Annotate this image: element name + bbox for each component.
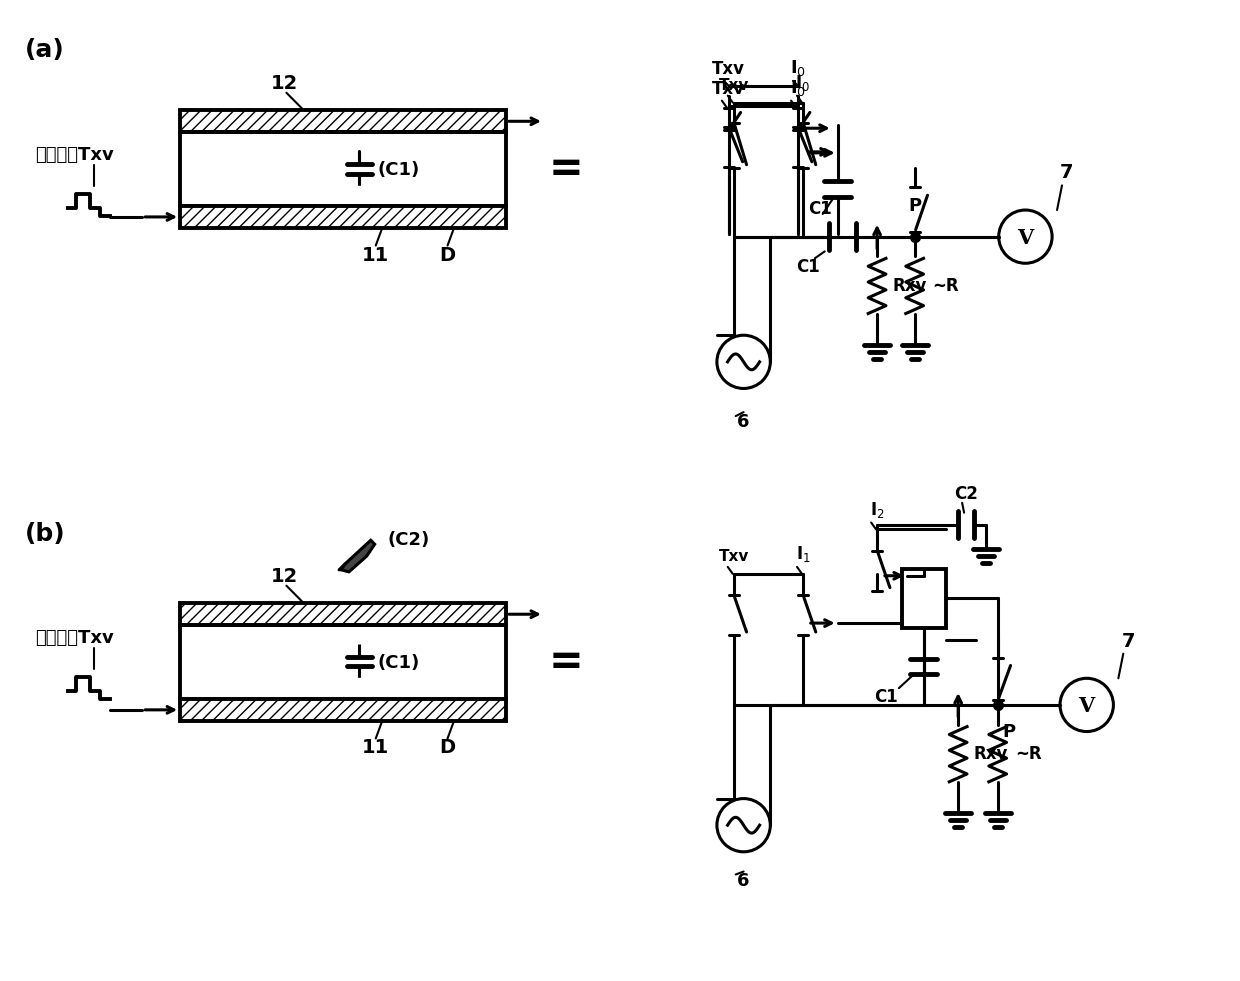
Bar bbox=[180, 603, 506, 625]
Text: Rxv: Rxv bbox=[893, 277, 928, 295]
Text: 驱动信号Txv: 驱动信号Txv bbox=[35, 629, 113, 646]
Bar bbox=[180, 625, 506, 699]
Text: (C1): (C1) bbox=[377, 653, 419, 672]
Text: Txv: Txv bbox=[718, 77, 749, 93]
Text: 11: 11 bbox=[362, 739, 389, 757]
Text: =: = bbox=[548, 147, 583, 189]
Polygon shape bbox=[341, 541, 374, 572]
Bar bbox=[180, 699, 506, 721]
Bar bbox=[180, 132, 506, 206]
Text: (b): (b) bbox=[25, 522, 66, 545]
Text: C1: C1 bbox=[874, 688, 898, 706]
Bar bbox=[180, 111, 506, 132]
Text: 7: 7 bbox=[1060, 164, 1074, 182]
Bar bbox=[901, 569, 946, 628]
Text: Txv: Txv bbox=[718, 549, 749, 564]
Bar bbox=[180, 206, 506, 228]
Text: Rxv: Rxv bbox=[973, 746, 1008, 763]
Text: Txv: Txv bbox=[712, 79, 745, 98]
Text: I$_1$: I$_1$ bbox=[796, 543, 810, 564]
Text: =: = bbox=[548, 641, 583, 683]
Text: C1: C1 bbox=[808, 200, 832, 218]
Text: C2: C2 bbox=[954, 485, 978, 503]
Text: I$_0$: I$_0$ bbox=[795, 73, 811, 93]
Text: 驱动信号Txv: 驱动信号Txv bbox=[35, 146, 113, 164]
Text: 6: 6 bbox=[738, 413, 750, 431]
Text: 7: 7 bbox=[1121, 632, 1135, 650]
Text: ~R: ~R bbox=[1016, 746, 1042, 763]
Text: (a): (a) bbox=[25, 38, 64, 63]
Text: D: D bbox=[439, 245, 455, 265]
Text: 11: 11 bbox=[362, 245, 389, 265]
Text: 12: 12 bbox=[270, 567, 298, 586]
Text: (C1): (C1) bbox=[377, 161, 419, 179]
Text: I$_0$: I$_0$ bbox=[790, 77, 806, 98]
Text: V: V bbox=[1079, 696, 1095, 716]
Text: Txv: Txv bbox=[712, 60, 745, 77]
Text: 6: 6 bbox=[738, 871, 750, 890]
Text: C1: C1 bbox=[796, 258, 820, 277]
Text: P: P bbox=[1003, 723, 1016, 741]
Text: I$_2$: I$_2$ bbox=[869, 499, 884, 520]
Text: 12: 12 bbox=[270, 74, 298, 93]
Text: P: P bbox=[908, 197, 921, 215]
Text: I$_0$: I$_0$ bbox=[790, 58, 806, 77]
Text: D: D bbox=[439, 739, 455, 757]
Text: (C2): (C2) bbox=[388, 532, 430, 549]
Text: V: V bbox=[1017, 228, 1033, 247]
Text: ~R: ~R bbox=[932, 277, 959, 295]
